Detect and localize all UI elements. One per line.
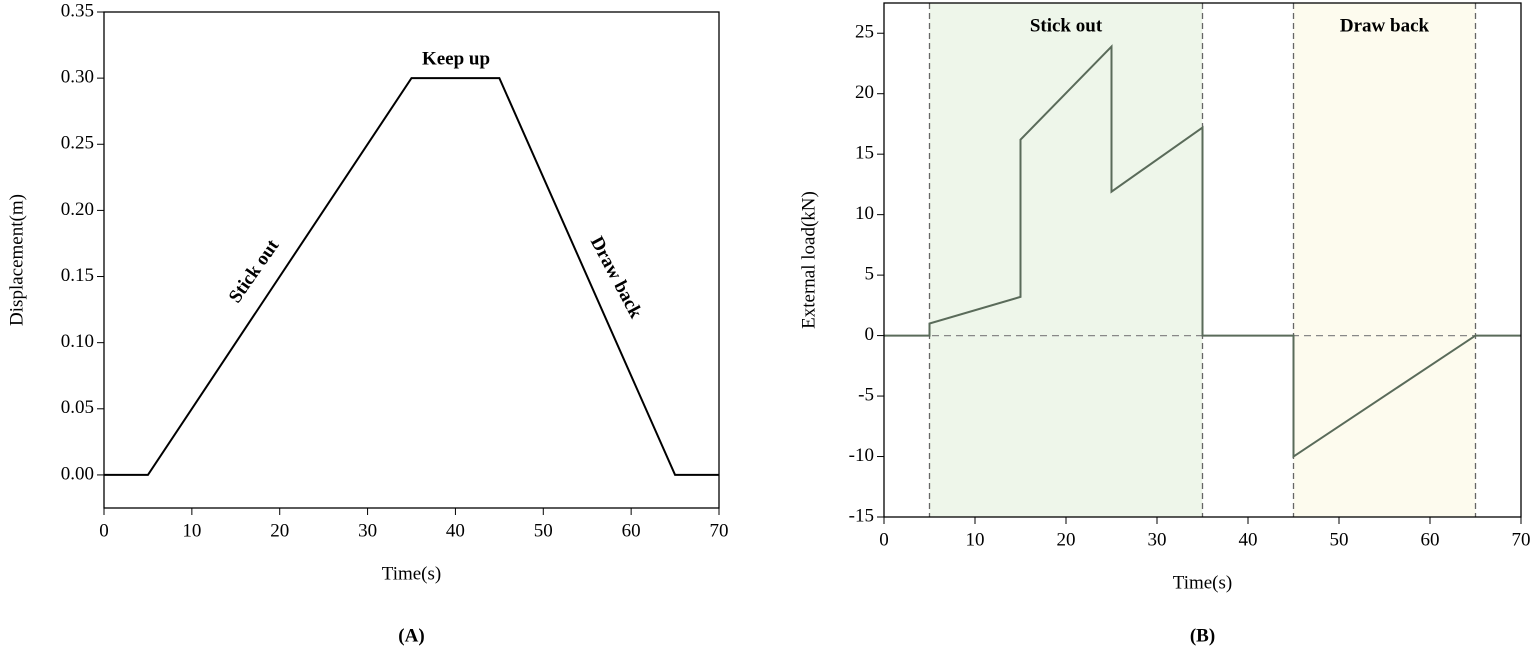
y-tick-label: 0.00 [61, 463, 94, 484]
x-tick-label: 60 [1421, 529, 1440, 550]
x-axis-title: Time(s) [382, 563, 441, 584]
region [1293, 3, 1476, 517]
region-label: Stick out [1030, 15, 1103, 36]
y-tick-label: 0 [865, 324, 875, 345]
y-tick-label: 0.15 [61, 265, 94, 286]
plot-frame [883, 2, 1522, 518]
x-tick-label: 0 [99, 520, 109, 541]
y-tick-label: 0.25 [61, 133, 94, 154]
region [929, 3, 1203, 517]
x-tick-label: 50 [1330, 529, 1349, 550]
y-axis-title: Displacement(m) [6, 194, 27, 326]
caption: (A) [398, 625, 424, 646]
annotation: Draw back [586, 233, 647, 322]
caption: (B) [1190, 625, 1215, 646]
y-tick-label: 0.30 [61, 66, 94, 87]
x-tick-label: 70 [710, 520, 729, 541]
y-tick-label: -5 [858, 384, 874, 405]
plot-frame [103, 11, 720, 509]
data-line [884, 44, 1521, 459]
x-tick-label: 0 [879, 529, 889, 550]
annotation: Stick out [225, 235, 284, 307]
x-tick-label: 20 [1057, 529, 1076, 550]
y-tick-label: 15 [855, 143, 874, 164]
y-tick-label: 10 [855, 203, 874, 224]
x-tick-label: 60 [622, 520, 641, 541]
y-tick-label: 0.05 [61, 397, 94, 418]
x-tick-label: 40 [1239, 529, 1258, 550]
y-tick-label: 20 [855, 82, 874, 103]
x-tick-label: 30 [358, 520, 377, 541]
y-tick-label: 0.10 [61, 331, 94, 352]
data-line [104, 77, 719, 476]
y-tick-label: 5 [865, 263, 875, 284]
x-tick-label: 30 [1148, 529, 1167, 550]
x-tick-label: 20 [270, 520, 289, 541]
y-tick-label: 0.35 [61, 0, 94, 21]
x-tick-label: 10 [182, 520, 201, 541]
x-tick-label: 10 [966, 529, 985, 550]
region-label: Draw back [1340, 15, 1430, 36]
y-tick-label: 25 [855, 22, 874, 43]
x-tick-label: 70 [1512, 529, 1531, 550]
y-tick-label: 0.20 [61, 199, 94, 220]
y-axis-title: External load(kN) [798, 191, 819, 329]
x-tick-label: 50 [534, 520, 553, 541]
x-tick-label: 40 [446, 520, 465, 541]
annotation: Keep up [422, 48, 490, 69]
x-axis-title: Time(s) [1173, 572, 1232, 593]
y-tick-label: -10 [849, 445, 874, 466]
y-tick-label: -15 [849, 505, 874, 526]
